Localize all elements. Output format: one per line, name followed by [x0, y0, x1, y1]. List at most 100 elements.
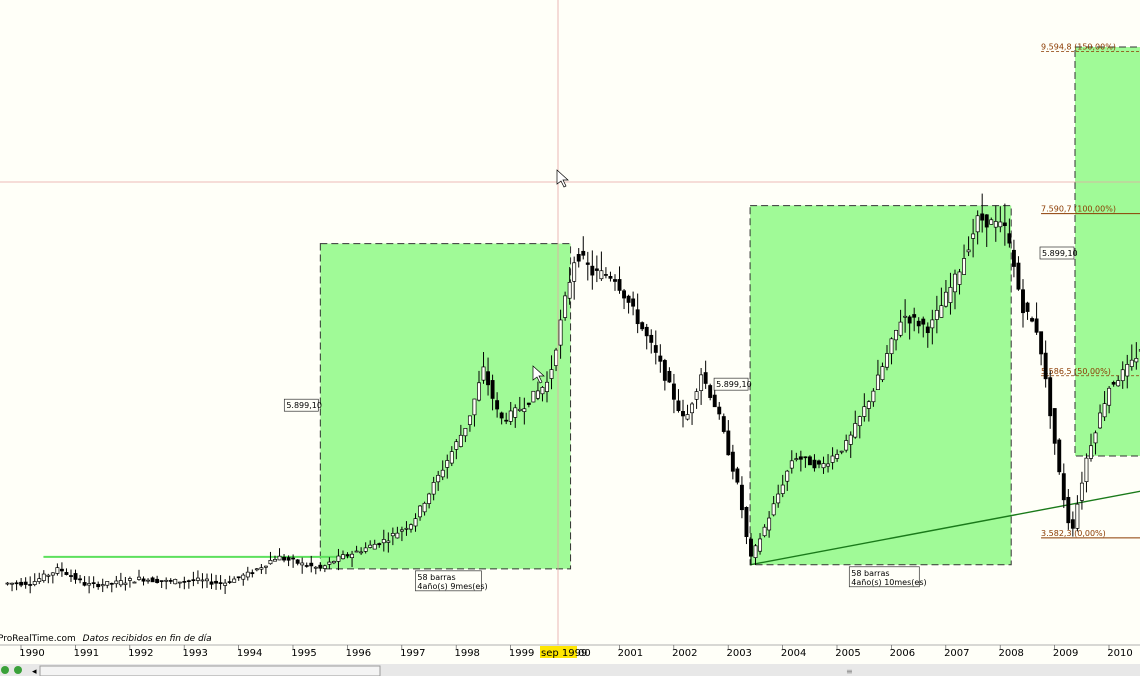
footer: ProRealTime.com Datos recibidos en fin d… — [0, 634, 212, 644]
candle-body-176 — [803, 456, 808, 459]
crosshair — [0, 0, 1140, 645]
x-tick-label-19: 2010 — [1107, 648, 1132, 659]
candle-body-47 — [218, 582, 223, 584]
candle-body-25 — [118, 580, 123, 586]
x-tick-label-14: 2005 — [835, 648, 860, 659]
candle-body-65 — [300, 562, 305, 566]
candle-body-123 — [563, 295, 568, 318]
candle-body-172 — [785, 470, 790, 482]
x-tick-label-6: 1996 — [346, 648, 371, 659]
candle-body-193 — [880, 366, 885, 381]
candles — [5, 193, 1140, 594]
candle-body-186 — [848, 434, 853, 445]
candle-body-208 — [948, 287, 953, 303]
candle-body-92 — [422, 502, 427, 513]
cursor-icon-2 — [532, 365, 545, 384]
candle-body-248 — [1129, 359, 1134, 367]
candle-body-24 — [114, 580, 119, 585]
candle-body-67 — [309, 562, 314, 567]
candle-body-161 — [735, 468, 740, 483]
candle-body-20 — [96, 583, 101, 588]
candle-body-238 — [1084, 457, 1089, 483]
candle-body-83 — [381, 539, 386, 544]
drawing-lines — [43, 490, 1140, 566]
candle-body-103 — [472, 398, 477, 416]
candle-body-6 — [32, 581, 37, 585]
candle-body-62 — [286, 557, 291, 561]
candle-body-206 — [939, 305, 944, 318]
range1-height-box — [283, 398, 319, 412]
candle-body-5 — [28, 584, 33, 586]
candle-body-15 — [73, 573, 78, 580]
candle-body-54 — [250, 572, 255, 575]
candle-body-225 — [1025, 302, 1030, 312]
candle-body-151 — [690, 403, 695, 414]
candle-body-180 — [821, 463, 826, 469]
candle-body-13 — [64, 572, 69, 575]
scrollbar-grip-icon[interactable]: ≡ — [846, 667, 853, 676]
candle-body-69 — [318, 564, 323, 569]
candle-body-87 — [399, 529, 404, 532]
candle-body-16 — [78, 578, 83, 581]
candle-body-126 — [576, 254, 581, 262]
candle-body-230 — [1048, 377, 1053, 417]
candle-body-4 — [23, 581, 28, 585]
candle-body-56 — [259, 567, 264, 570]
toolbar-icon-1[interactable] — [1, 666, 9, 674]
candle-body-102 — [467, 415, 472, 425]
candle-body-9 — [46, 574, 51, 577]
candle-body-79 — [363, 547, 368, 552]
candle-body-156 — [712, 394, 717, 408]
x-tick-label-11: 2002 — [672, 648, 697, 659]
candle-body-178 — [812, 459, 817, 469]
candle-body-231 — [1052, 408, 1057, 444]
candle-body-8 — [41, 573, 46, 581]
x-tick-label-13: 2004 — [781, 648, 806, 659]
candle-body-160 — [730, 451, 735, 472]
candle-body-0 — [5, 582, 10, 585]
candle-body-27 — [127, 578, 132, 581]
toolbar-icon-2[interactable] — [14, 666, 22, 674]
candle-body-127 — [581, 250, 586, 256]
candle-body-32 — [150, 577, 155, 583]
candle-body-46 — [214, 580, 219, 584]
candle-body-214 — [975, 215, 980, 233]
candle-body-76 — [350, 553, 355, 559]
candle-body-220 — [1002, 222, 1007, 227]
candle-body-29 — [137, 576, 141, 580]
candle-body-97 — [445, 460, 450, 468]
candle-body-163 — [744, 507, 749, 537]
candle-body-201 — [916, 320, 921, 327]
scrollbar[interactable]: ◂ ≡ — [0, 664, 1140, 676]
candle-body-45 — [209, 581, 214, 585]
candle-body-66 — [304, 565, 309, 567]
candle-body-132 — [603, 274, 608, 276]
candle-body-137 — [626, 295, 631, 303]
floating-label-box — [1039, 246, 1075, 260]
candle-body-120 — [549, 369, 554, 379]
candle-body-221 — [1007, 233, 1012, 244]
scroll-left-icon[interactable]: ◂ — [32, 667, 37, 676]
candle-body-239 — [1089, 445, 1093, 459]
candle-body-202 — [921, 318, 926, 325]
candle-body-28 — [132, 581, 137, 584]
candle-body-223 — [1016, 262, 1021, 290]
scrollbar-thumb[interactable] — [39, 665, 381, 676]
candle-body-158 — [721, 416, 726, 432]
candle-body-153 — [699, 374, 704, 391]
candle-body-94 — [431, 482, 436, 495]
candle-body-61 — [282, 556, 287, 561]
candle-body-77 — [354, 550, 359, 553]
x-tick-label-17: 2008 — [998, 648, 1023, 659]
candle-body-70 — [322, 565, 327, 569]
candle-body-165 — [753, 545, 758, 558]
range1-bars-label: 58 barras — [417, 573, 455, 582]
candle-body-1 — [10, 582, 15, 585]
candle-body-133 — [608, 276, 613, 279]
candle-body-187 — [853, 423, 858, 438]
candle-body-175 — [798, 456, 803, 460]
x-tick-label-18: 2009 — [1053, 648, 1078, 659]
candle-body-191 — [871, 390, 876, 403]
candle-body-64 — [295, 559, 300, 564]
candle-body-19 — [91, 582, 96, 585]
